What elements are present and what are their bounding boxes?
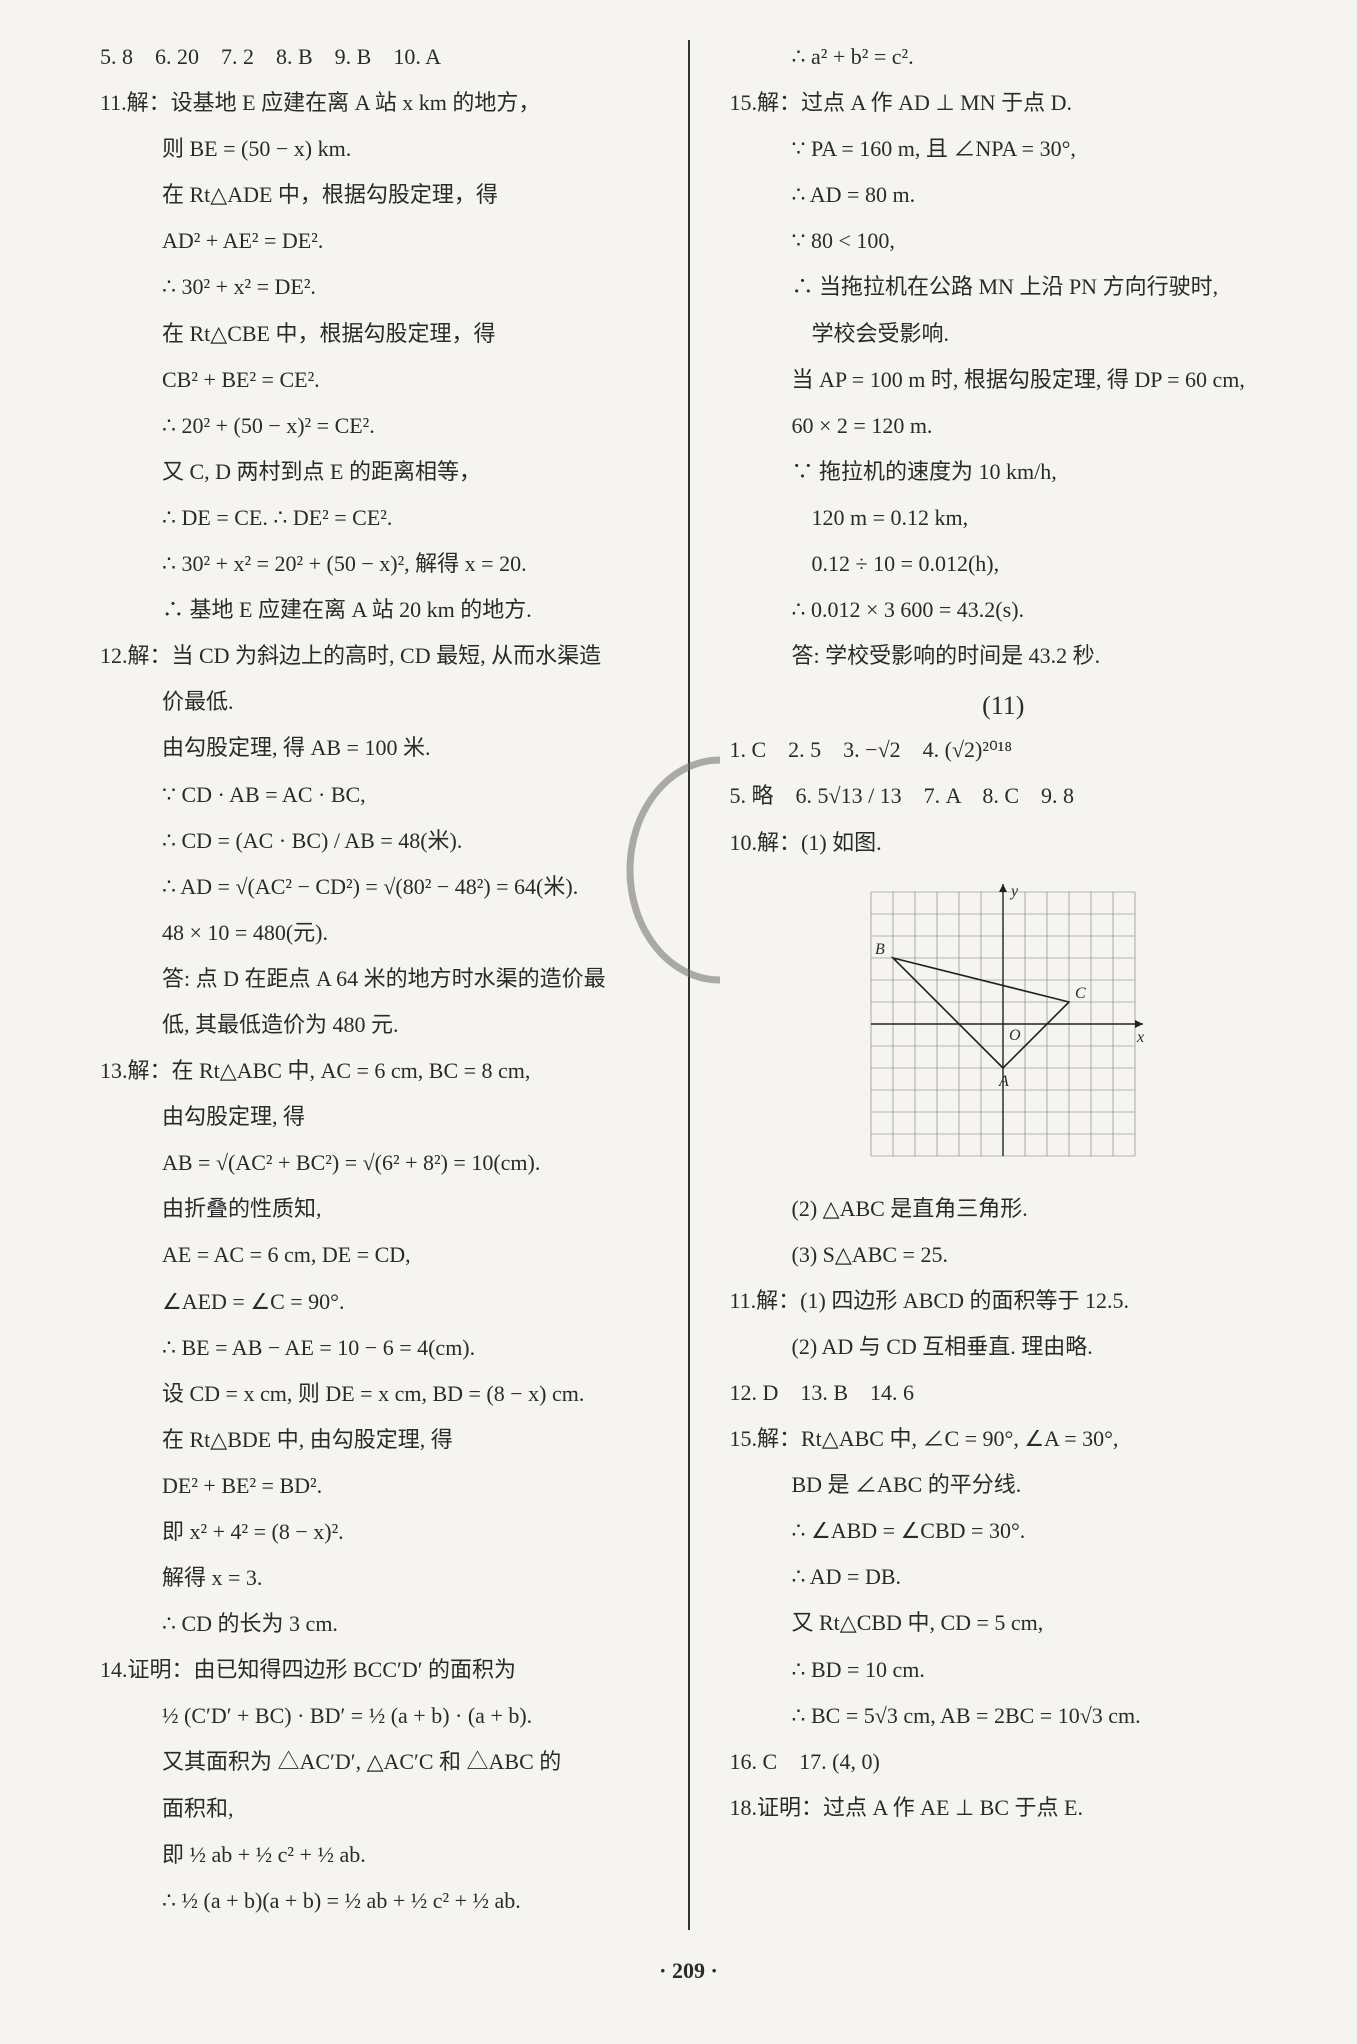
q13-line: 设 CD = x cm, 则 DE = x cm, BD = (8 − x) c… bbox=[100, 1377, 648, 1411]
q10-line: (2) △ABC 是直角三角形. bbox=[730, 1192, 1278, 1226]
q13-line: 解得 x = 3. bbox=[100, 1561, 648, 1595]
q13-line: AB = √(AC² + BC²) = √(6² + 8²) = 10(cm). bbox=[100, 1146, 648, 1180]
q13-line: 13.解：在 Rt△ABC 中, AC = 6 cm, BC = 8 cm, bbox=[100, 1054, 648, 1088]
section-11-heading: (11) bbox=[730, 691, 1278, 721]
q11-line: ∴ 20² + (50 − x)² = CE². bbox=[100, 409, 648, 443]
q11-line: 在 Rt△CBE 中，根据勾股定理，得 bbox=[100, 317, 648, 351]
q14-line: ½ (C′D′ + BC) · BD′ = ½ (a + b) · (a + b… bbox=[100, 1699, 648, 1733]
q11-line: CB² + BE² = CE². bbox=[100, 363, 648, 397]
q12-line: 低, 其最低造价为 480 元. bbox=[100, 1008, 648, 1042]
answers-row: 1. C 2. 5 3. −√2 4. (√2)²⁰¹⁸ bbox=[730, 733, 1278, 767]
q14-line: 面积和, bbox=[100, 1792, 648, 1826]
q15-line: ∴ 0.012 × 3 600 = 43.2(s). bbox=[730, 593, 1278, 627]
q12-line: ∴ AD = √(AC² − CD²) = √(80² − 48²) = 64(… bbox=[100, 870, 648, 904]
svg-text:C: C bbox=[1075, 985, 1086, 1002]
answers-row: 5. 8 6. 20 7. 2 8. B 9. B 10. A bbox=[100, 40, 648, 74]
q11-line: 则 BE = (50 − x) km. bbox=[100, 132, 648, 166]
q12-line: 48 × 10 = 480(元). bbox=[100, 916, 648, 950]
q15-line: ∴ 当拖拉机在公路 MN 上沿 PN 方向行驶时, bbox=[730, 270, 1278, 304]
q10-line: 10.解：(1) 如图. bbox=[730, 826, 1278, 860]
q15-line: 当 AP = 100 m 时, 根据勾股定理, 得 DP = 60 cm, bbox=[730, 363, 1278, 397]
q15b-line: BD 是 ∠ABC 的平分线. bbox=[730, 1468, 1278, 1502]
q14-line: 14.证明：由已知得四边形 BCC′D′ 的面积为 bbox=[100, 1653, 648, 1687]
q15b-line: 15.解：Rt△ABC 中, ∠C = 90°, ∠A = 30°, bbox=[730, 1422, 1278, 1456]
q11-line: 在 Rt△ADE 中，根据勾股定理，得 bbox=[100, 178, 648, 212]
answers-row: 5. 略 6. 5√13 / 13 7. A 8. C 9. 8 bbox=[730, 779, 1278, 813]
svg-text:x: x bbox=[1136, 1029, 1144, 1046]
svg-text:A: A bbox=[998, 1073, 1009, 1090]
q15b-line: 又 Rt△CBD 中, CD = 5 cm, bbox=[730, 1606, 1278, 1640]
q13-line: AE = AC = 6 cm, DE = CD, bbox=[100, 1238, 648, 1272]
q11-line: AD² + AE² = DE². bbox=[100, 224, 648, 258]
svg-text:O: O bbox=[1009, 1027, 1021, 1044]
triangle-grid-chart: x y O A B C bbox=[730, 874, 1278, 1174]
answers-row: 16. C 17. (4, 0) bbox=[730, 1745, 1278, 1779]
q12-line: 价最低. bbox=[100, 685, 648, 719]
q15-line: 120 m = 0.12 km, bbox=[730, 501, 1278, 535]
q11-line: ∴ 30² + x² = DE². bbox=[100, 270, 648, 304]
q15-line: ∴ AD = 80 m. bbox=[730, 178, 1278, 212]
q12-line: ∴ CD = (AC · BC) / AB = 48(米). bbox=[100, 824, 648, 858]
right-column: ∴ a² + b² = c². 15.解：过点 A 作 AD ⊥ MN 于点 D… bbox=[730, 40, 1278, 1930]
svg-text:y: y bbox=[1009, 883, 1019, 900]
q15-line: 60 × 2 = 120 m. bbox=[730, 409, 1278, 443]
q11b-line: 11.解：(1) 四边形 ABCD 的面积等于 12.5. bbox=[730, 1284, 1278, 1318]
q12-line: 由勾股定理, 得 AB = 100 米. bbox=[100, 731, 648, 765]
q13-line: DE² + BE² = BD². bbox=[100, 1469, 648, 1503]
q12-line: 答: 点 D 在距点 A 64 米的地方时水渠的造价最 bbox=[100, 962, 648, 996]
q13-line: 即 x² + 4² = (8 − x)². bbox=[100, 1515, 648, 1549]
q11-line: ∴ 基地 E 应建在离 A 站 20 km 的地方. bbox=[100, 593, 648, 627]
q12-line: ∵ CD · AB = AC · BC, bbox=[100, 778, 648, 812]
q11-line: ∴ 30² + x² = 20² + (50 − x)², 解得 x = 20. bbox=[100, 547, 648, 581]
answers-row: 12. D 13. B 14. 6 bbox=[730, 1376, 1278, 1410]
grid-svg: x y O A B C bbox=[853, 874, 1153, 1174]
q18-line: 18.证明：过点 A 作 AE ⊥ BC 于点 E. bbox=[730, 1791, 1278, 1825]
column-divider bbox=[688, 40, 690, 1930]
q11-line: 11.解：设基地 E 应建在离 A 站 x km 的地方， bbox=[100, 86, 648, 120]
q15b-line: ∴ BC = 5√3 cm, AB = 2BC = 10√3 cm. bbox=[730, 1699, 1278, 1733]
q14-line: 即 ½ ab + ½ c² + ½ ab. bbox=[100, 1838, 648, 1872]
q15b-line: ∴ BD = 10 cm. bbox=[730, 1653, 1278, 1687]
left-column: 5. 8 6. 20 7. 2 8. B 9. B 10. A 11.解：设基地… bbox=[100, 40, 648, 1930]
q14-line: ∴ a² + b² = c². bbox=[730, 40, 1278, 74]
q13-line: ∴ CD 的长为 3 cm. bbox=[100, 1607, 648, 1641]
q15-line: ∵ PA = 160 m, 且 ∠NPA = 30°, bbox=[730, 132, 1278, 166]
q13-line: 在 Rt△BDE 中, 由勾股定理, 得 bbox=[100, 1423, 648, 1457]
q13-line: ∴ BE = AB − AE = 10 − 6 = 4(cm). bbox=[100, 1331, 648, 1365]
q15b-line: ∴ AD = DB. bbox=[730, 1560, 1278, 1594]
q15-line: 学校会受影响. bbox=[730, 317, 1278, 351]
q15-line: ∵ 80 < 100, bbox=[730, 224, 1278, 258]
q11-line: 又 C, D 两村到点 E 的距离相等， bbox=[100, 455, 648, 489]
q11-line: ∴ DE = CE. ∴ DE² = CE². bbox=[100, 501, 648, 535]
q11b-line: (2) AD 与 CD 互相垂直. 理由略. bbox=[730, 1330, 1278, 1364]
q12-line: 12.解：当 CD 为斜边上的高时, CD 最短, 从而水渠造 bbox=[100, 639, 648, 673]
q14-line: 又其面积为 △AC′D′, △AC′C 和 △ABC 的 bbox=[100, 1745, 648, 1779]
q15b-line: ∴ ∠ABD = ∠CBD = 30°. bbox=[730, 1514, 1278, 1548]
svg-text:B: B bbox=[875, 941, 885, 958]
q14-line: ∴ ½ (a + b)(a + b) = ½ ab + ½ c² + ½ ab. bbox=[100, 1884, 648, 1918]
q15-line: 0.12 ÷ 10 = 0.012(h), bbox=[730, 547, 1278, 581]
q15-line: 15.解：过点 A 作 AD ⊥ MN 于点 D. bbox=[730, 86, 1278, 120]
q10-line: (3) S△ABC = 25. bbox=[730, 1238, 1278, 1272]
q15-line: ∵ 拖拉机的速度为 10 km/h, bbox=[730, 455, 1278, 489]
q13-line: 由勾股定理, 得 bbox=[100, 1100, 648, 1134]
q13-line: ∠AED = ∠C = 90°. bbox=[100, 1285, 648, 1319]
page-number: · 209 · bbox=[100, 1958, 1277, 1984]
q13-line: 由折叠的性质知, bbox=[100, 1192, 648, 1226]
q15-line: 答: 学校受影响的时间是 43.2 秒. bbox=[730, 639, 1278, 673]
